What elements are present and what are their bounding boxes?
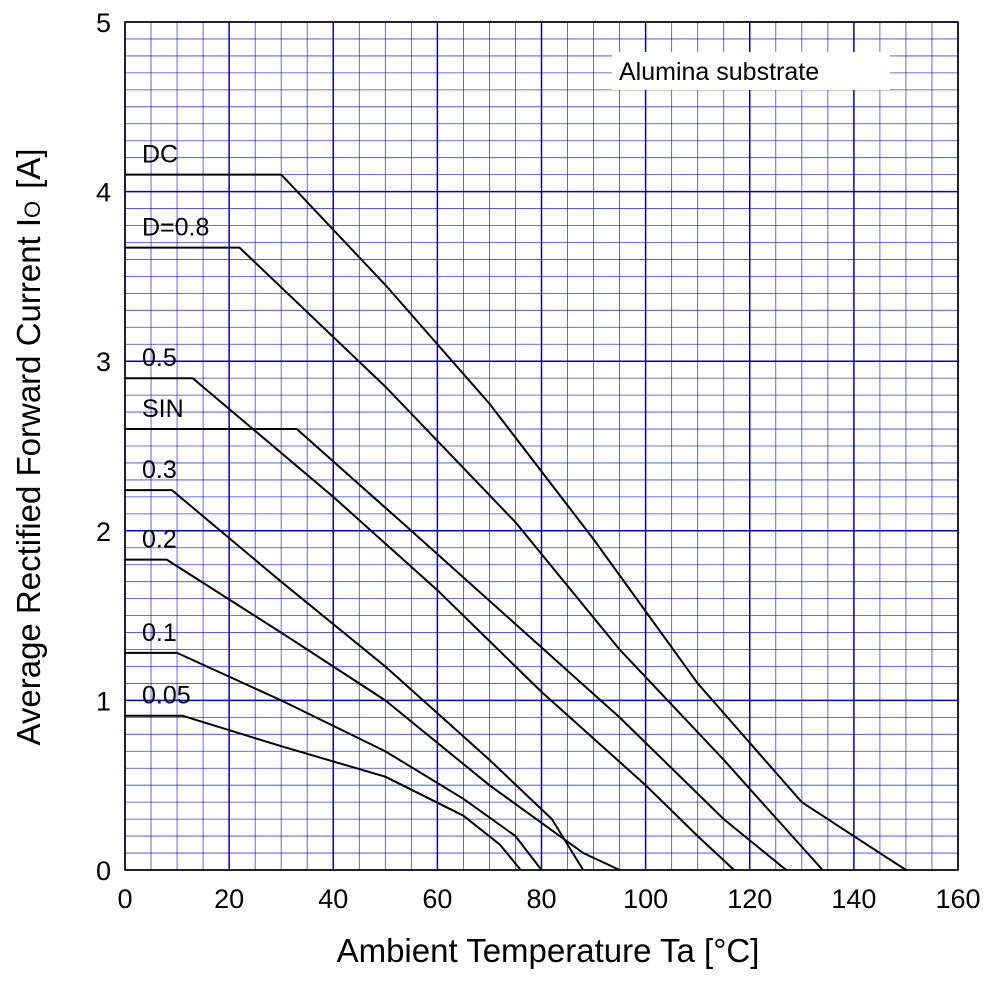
curve-label-0-5: 0.5 xyxy=(142,344,177,372)
x-tick-label: 0 xyxy=(117,884,132,914)
x-tick-labels: 0 20 40 60 80 100 120 140 160 xyxy=(117,884,980,914)
y-axis-title: Average Rectified Forward Current IO [A] xyxy=(10,148,47,745)
x-tick-label: 140 xyxy=(831,884,876,914)
x-tick-label: 100 xyxy=(623,884,668,914)
plot-frame xyxy=(124,21,959,871)
curve-sin xyxy=(125,428,787,871)
y-tick-label: 4 xyxy=(96,178,111,208)
x-tick-label: 120 xyxy=(727,884,772,914)
x-tick-label: 40 xyxy=(318,884,348,914)
curve-d-0-8 xyxy=(125,246,824,871)
x-tick-label: 160 xyxy=(935,884,980,914)
curve-label-0-3: 0.3 xyxy=(142,456,177,484)
curve-0-5 xyxy=(125,377,735,871)
y-axis-title-unit: [A] xyxy=(10,148,47,188)
curve-label-d-0-8: D=0.8 xyxy=(142,214,209,242)
y-tick-labels: 0 1 2 3 4 5 xyxy=(96,8,111,886)
curve-0-1 xyxy=(125,651,543,871)
curve-label-dc: DC xyxy=(142,141,178,169)
curve-dc xyxy=(125,173,907,871)
annotation-alumina-substrate: Alumina substrate xyxy=(619,58,819,86)
curve-0-05 xyxy=(125,714,522,871)
y-axis-title-main: Average Rectified Forward Current I xyxy=(10,218,47,746)
x-tick-label: 20 xyxy=(214,884,244,914)
y-tick-label: 2 xyxy=(96,517,111,547)
grid xyxy=(124,21,959,871)
y-axis-title-subscript: O xyxy=(20,201,45,218)
y-tick-label: 1 xyxy=(96,686,111,716)
y-tick-label: 0 xyxy=(96,856,111,886)
x-axis-title: Ambient Temperature Ta [°C] xyxy=(337,932,760,969)
x-tick-label: 80 xyxy=(526,884,556,914)
curve-labels: DC D=0.8 0.5 SIN 0.3 0.2 0.1 0.05 xyxy=(142,141,209,710)
y-tick-label: 5 xyxy=(96,8,111,38)
x-tick-label: 60 xyxy=(422,884,452,914)
curve-0-3 xyxy=(125,489,585,871)
curve-label-0-2: 0.2 xyxy=(142,526,177,554)
curve-label-sin: SIN xyxy=(142,395,184,423)
curve-label-0-1: 0.1 xyxy=(142,619,177,647)
y-tick-label: 3 xyxy=(96,347,111,377)
curve-0-2 xyxy=(125,558,621,871)
curves xyxy=(125,173,907,871)
curve-label-0-05: 0.05 xyxy=(142,682,191,710)
annotation-background xyxy=(612,52,890,90)
